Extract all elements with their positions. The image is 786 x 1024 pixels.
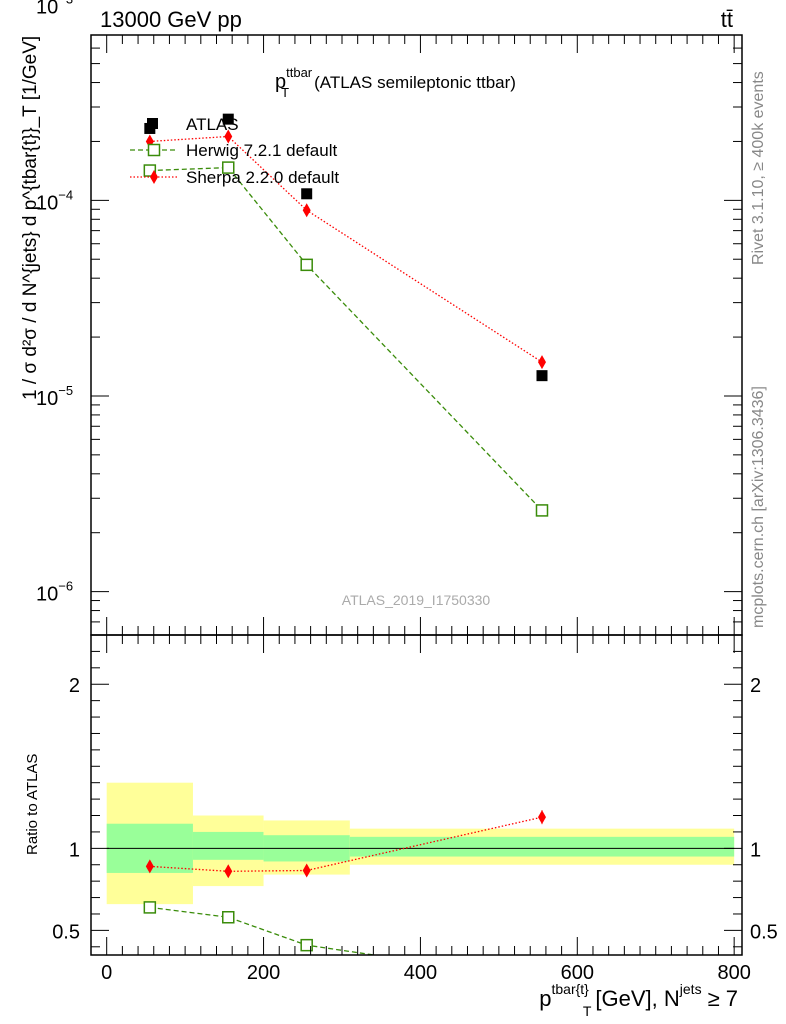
main-line-herwig-7-2-1-default bbox=[149, 166, 543, 511]
ratio-frame bbox=[90, 634, 743, 956]
legend-marker-sherpa bbox=[150, 170, 158, 184]
ratio-point-herwig-7-2-1-default-3 bbox=[536, 974, 547, 985]
main-ytick-mantissa: 10 bbox=[36, 388, 58, 410]
main-line-sherpa-2-2-0-default bbox=[149, 135, 543, 363]
xlabel-unit: [GeV], N bbox=[595, 986, 679, 1011]
main-ytick-label: 10−3 bbox=[36, 0, 73, 19]
ratio-axis-ticks: 0.5 0.5 1 1 2 2 0 200 400 600 800 bbox=[52, 635, 778, 984]
main-point-sherpa-2-2-0-default-3 bbox=[537, 355, 546, 370]
main-point-sherpa-2-2-0-default-1 bbox=[224, 129, 233, 144]
ratio-point-herwig-7-2-1-default-2 bbox=[300, 938, 313, 952]
ratio-ytick-label-left: 1 bbox=[69, 839, 80, 861]
ratio-ylabel: Ratio to ATLAS bbox=[24, 754, 41, 855]
legend-label-sherpa: Sherpa 2.2.0 default bbox=[186, 168, 339, 187]
legend: ATLAS Herwig 7.2.1 default Sherpa 2.2.0 … bbox=[130, 115, 339, 187]
main-ytick-mantissa: 10 bbox=[36, 584, 58, 606]
main-ytick-mantissa: 10 bbox=[36, 0, 58, 19]
ratio-point-sherpa-2-2-0-default-1 bbox=[224, 864, 233, 879]
rivet-side-label: Rivet 3.1.10, ≥ 400k events bbox=[750, 71, 767, 265]
ratio-ytick-label-left: 2 bbox=[69, 675, 80, 697]
main-ytick-label: 10−6 bbox=[36, 579, 73, 606]
ratio-series-layer bbox=[143, 810, 547, 985]
main-title-sup: ttbar bbox=[286, 65, 313, 80]
main-point-herwig-7-2-1-default-3 bbox=[535, 504, 549, 517]
legend-item-atlas: ATLAS bbox=[147, 115, 239, 134]
ratio-xtick-label: 400 bbox=[404, 962, 437, 984]
ratio-xtick-label: 200 bbox=[247, 962, 280, 984]
header-right-label: tt̄ bbox=[721, 7, 733, 32]
main-point-herwig-7-2-1-default-0 bbox=[143, 164, 157, 177]
main-ylabel: 1 / σ d²σ / d N^{jets} d p^{tbar{t}}_T [… bbox=[20, 36, 41, 400]
legend-marker-atlas bbox=[147, 118, 158, 129]
ratio-xtick-label: 600 bbox=[561, 962, 594, 984]
ratio-band-stat-3 bbox=[349, 836, 735, 857]
ratio-bands-layer bbox=[106, 782, 735, 905]
main-point-atlas-2 bbox=[301, 188, 313, 200]
ratio-line-herwig-7-2-1-default bbox=[149, 906, 379, 955]
legend-label-atlas: ATLAS bbox=[186, 115, 239, 134]
legend-marker-herwig bbox=[147, 143, 161, 157]
ratio-line-sherpa-2-2-0-default bbox=[149, 816, 543, 872]
ratio-xtick-label: 0 bbox=[101, 962, 112, 984]
xlabel-jets-sup: jets bbox=[679, 981, 702, 997]
mcplots-side-label: mcplots.cern.ch [arXiv:1306.3436] bbox=[750, 386, 767, 628]
header-left-label: 13000 GeV pp bbox=[100, 7, 242, 32]
xlabel-tail: ≥ 7 bbox=[708, 986, 738, 1011]
main-point-atlas-1 bbox=[222, 113, 234, 125]
main-title-p: p bbox=[275, 71, 286, 93]
legend-label-herwig: Herwig 7.2.1 default bbox=[186, 141, 337, 160]
ratio-point-herwig-7-2-1-default-1 bbox=[222, 911, 235, 924]
main-title-sub: T bbox=[281, 85, 289, 100]
legend-item-herwig: Herwig 7.2.1 default bbox=[130, 141, 337, 160]
ratio-xtick-label: 800 bbox=[717, 962, 750, 984]
ratio-xlabel: ptbar{t} T [GeV], Njets ≥ 7 bbox=[539, 981, 738, 1019]
ratio-ytick-label-right: 0.5 bbox=[750, 921, 778, 943]
ratio-ytick-label-left: 0.5 bbox=[52, 921, 80, 943]
main-point-herwig-7-2-1-default-2 bbox=[300, 258, 313, 272]
main-ytick-label: 10−5 bbox=[36, 383, 73, 410]
xlabel-sub: T bbox=[583, 1003, 592, 1019]
main-ytick-exponent: −6 bbox=[58, 579, 73, 594]
main-ytick-label: 10−4 bbox=[36, 187, 73, 214]
main-ytick-exponent: −3 bbox=[58, 0, 73, 7]
legend-item-sherpa: Sherpa 2.2.0 default bbox=[130, 168, 339, 187]
main-point-herwig-7-2-1-default-1 bbox=[222, 161, 235, 174]
ratio-point-sherpa-2-2-0-default-2 bbox=[302, 863, 311, 878]
main-ytick-exponent: −4 bbox=[58, 187, 73, 202]
main-point-sherpa-2-2-0-default-2 bbox=[302, 203, 311, 218]
main-ytick-exponent: −5 bbox=[58, 383, 73, 398]
ratio-ytick-label-right: 2 bbox=[750, 675, 761, 697]
main-title-rest: (ATLAS semileptonic ttbar) bbox=[314, 73, 516, 92]
ratio-band-stat-1 bbox=[192, 831, 264, 860]
xlabel-sup: tbar{t} bbox=[551, 981, 589, 997]
main-axis-ticks: 10−610−510−410−3 bbox=[36, 0, 742, 636]
watermark: ATLAS_2019_I1750330 bbox=[342, 592, 491, 608]
main-ytick-mantissa: 10 bbox=[36, 192, 58, 214]
main-title: pttbar T (ATLAS semileptonic ttbar) bbox=[275, 65, 516, 100]
ratio-point-sherpa-2-2-0-default-0 bbox=[145, 859, 154, 874]
main-series-layer bbox=[143, 113, 549, 517]
ratio-panel: 0.5 0.5 1 1 2 2 0 200 400 600 800 Ratio to ATLAS p… bbox=[24, 634, 778, 1019]
main-point-atlas-3 bbox=[536, 370, 548, 382]
ratio-ytick-label-right: 1 bbox=[750, 839, 761, 861]
ratio-point-herwig-7-2-1-default-0 bbox=[143, 901, 157, 914]
xlabel-p: p bbox=[539, 986, 551, 1011]
